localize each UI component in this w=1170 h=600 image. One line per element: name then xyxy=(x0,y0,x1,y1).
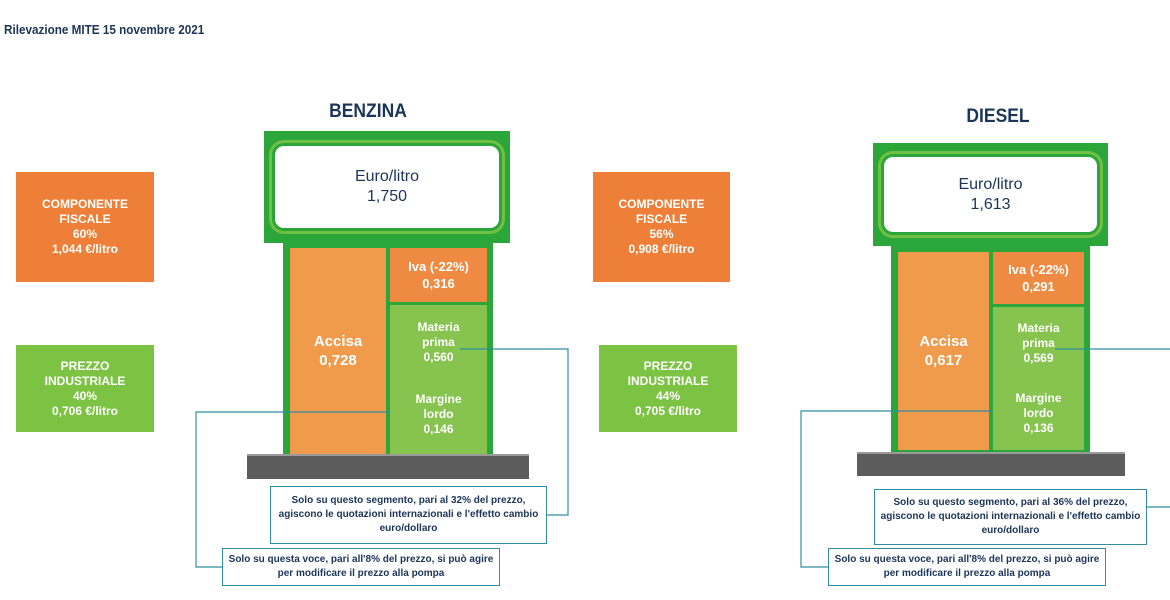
benzina-materia-prima-segment: Materia prima 0,560 xyxy=(390,316,487,368)
diesel-segment-note: Solo su questo segmento, pari al 36% del… xyxy=(874,489,1147,545)
diesel-price-value: 1,613 xyxy=(970,195,1011,213)
benzina-price-value: 1,750 xyxy=(366,188,408,205)
note-line-1: Solo su questo segmento, pari al 36% del… xyxy=(893,497,1128,508)
industriale-value: 0,705 €/litro xyxy=(634,403,702,418)
diesel-iva-segment: Iva (-22%) 0,291 xyxy=(993,252,1084,304)
diesel-margine-lordo-segment: Margine lordo 0,136 xyxy=(993,388,1084,438)
diesel-title: DIESEL xyxy=(966,106,1030,127)
note-line-2: per modificare il prezzo alla pompa xyxy=(277,568,445,579)
note-line-1: Solo su questo segmento, pari al 32% del… xyxy=(291,495,526,506)
diesel-price-unit: Euro/litro xyxy=(958,175,1023,193)
diesel-pump-base xyxy=(857,452,1125,476)
iva-value: 0,291 xyxy=(1022,279,1055,294)
diesel-prezzo-industriale-box: PREZZO INDUSTRIALE 44% 0,705 €/litro xyxy=(599,345,737,432)
page-title: Rilevazione MITE 15 novembre 2021 xyxy=(4,22,205,37)
materia-label-1: Materia xyxy=(417,319,460,334)
diesel-materia-prima-segment: Materia prima 0,569 xyxy=(993,318,1084,368)
benzina-industrial-segment xyxy=(390,305,487,454)
benzina-price-display: Euro/litro 1,750 xyxy=(272,143,502,231)
benzina-materia-connector xyxy=(460,348,569,516)
diesel-componente-fiscale-box: COMPONENTE FISCALE 56% 0,908 €/litro xyxy=(593,172,730,282)
materia-label-2: prima xyxy=(422,334,455,349)
fiscale-percent: 56% xyxy=(649,227,674,241)
industriale-value: 0,706 €/litro xyxy=(51,403,119,418)
accisa-value: 0,617 xyxy=(924,352,963,369)
benzina-margine-lordo-segment: Margine lordo 0,146 xyxy=(390,388,487,440)
fiscale-label-1: COMPONENTE xyxy=(618,197,705,211)
industriale-percent: 40% xyxy=(72,388,98,403)
materia-label-1: Materia xyxy=(1017,320,1060,335)
fiscale-label-2: FISCALE xyxy=(635,212,688,226)
industriale-label-2: INDUSTRIALE xyxy=(627,373,709,388)
materia-value: 0,569 xyxy=(1023,350,1054,365)
benzina-iva-segment: Iva (-22%) 0,316 xyxy=(390,248,487,302)
industriale-label-2: INDUSTRIALE xyxy=(44,373,126,388)
iva-label: Iva (-22%) xyxy=(408,259,469,274)
diesel-industrial-segment xyxy=(993,307,1084,450)
materia-label-2: prima xyxy=(1022,335,1055,350)
benzina-voice-note: Solo su questa voce, pari all'8% del pre… xyxy=(222,548,500,586)
accisa-value: 0,728 xyxy=(319,352,357,369)
diesel-voice-note: Solo su questa voce, pari all'8% del pre… xyxy=(828,548,1106,586)
benzina-margine-connector xyxy=(195,411,390,568)
note-line-1: Solo su questa voce, pari all'8% del pre… xyxy=(228,554,494,565)
margine-label-1: Margine xyxy=(415,391,462,406)
note-line-2: agiscono le quotazioni internazionali e … xyxy=(880,511,1141,522)
note-line-2: per modificare il prezzo alla pompa xyxy=(883,568,1051,579)
margine-label-2: lordo xyxy=(423,406,454,421)
benzina-price-unit: Euro/litro xyxy=(354,168,420,185)
benzina-prezzo-industriale-box: PREZZO INDUSTRIALE 40% 0,706 €/litro xyxy=(16,345,154,432)
industriale-percent: 44% xyxy=(655,388,681,403)
margine-label-2: lordo xyxy=(1023,405,1054,420)
diesel-price-display: Euro/litro 1,613 xyxy=(881,154,1100,235)
diesel-margine-connector xyxy=(800,410,993,568)
note-line-2: agiscono le quotazioni internazionali e … xyxy=(278,509,539,520)
note-line-3: euro/dollaro xyxy=(379,523,438,534)
accisa-label: Accisa xyxy=(313,333,363,350)
note-line-1: Solo su questa voce, pari all'8% del pre… xyxy=(834,554,1100,565)
accisa-label: Accisa xyxy=(919,333,968,350)
fiscale-value: 0,908 €/litro xyxy=(628,242,695,256)
materia-value: 0,560 xyxy=(423,349,454,364)
benzina-title: BENZINA xyxy=(329,101,407,122)
diesel-accisa-segment: Accisa 0,617 xyxy=(898,252,989,450)
fiscale-percent: 60% xyxy=(72,227,98,241)
note-line-3: euro/dollaro xyxy=(981,525,1040,536)
fiscale-label-2: FISCALE xyxy=(59,212,111,226)
margine-value: 0,136 xyxy=(1023,420,1054,435)
fiscale-label-1: COMPONENTE xyxy=(41,197,128,211)
fiscale-value: 1,044 €/litro xyxy=(51,242,119,256)
margine-label-1: Margine xyxy=(1015,390,1062,405)
industriale-label-1: PREZZO xyxy=(643,358,693,373)
benzina-accisa-segment: Accisa 0,728 xyxy=(290,248,386,454)
benzina-pump-base xyxy=(247,454,529,479)
benzina-segment-note: Solo su questo segmento, pari al 32% del… xyxy=(270,486,547,544)
industriale-label-1: PREZZO xyxy=(60,358,110,373)
iva-value: 0,316 xyxy=(422,276,455,291)
iva-label: Iva (-22%) xyxy=(1008,262,1069,277)
benzina-componente-fiscale-box: COMPONENTE FISCALE 60% 1,044 €/litro xyxy=(16,172,154,282)
margine-value: 0,146 xyxy=(423,421,454,436)
